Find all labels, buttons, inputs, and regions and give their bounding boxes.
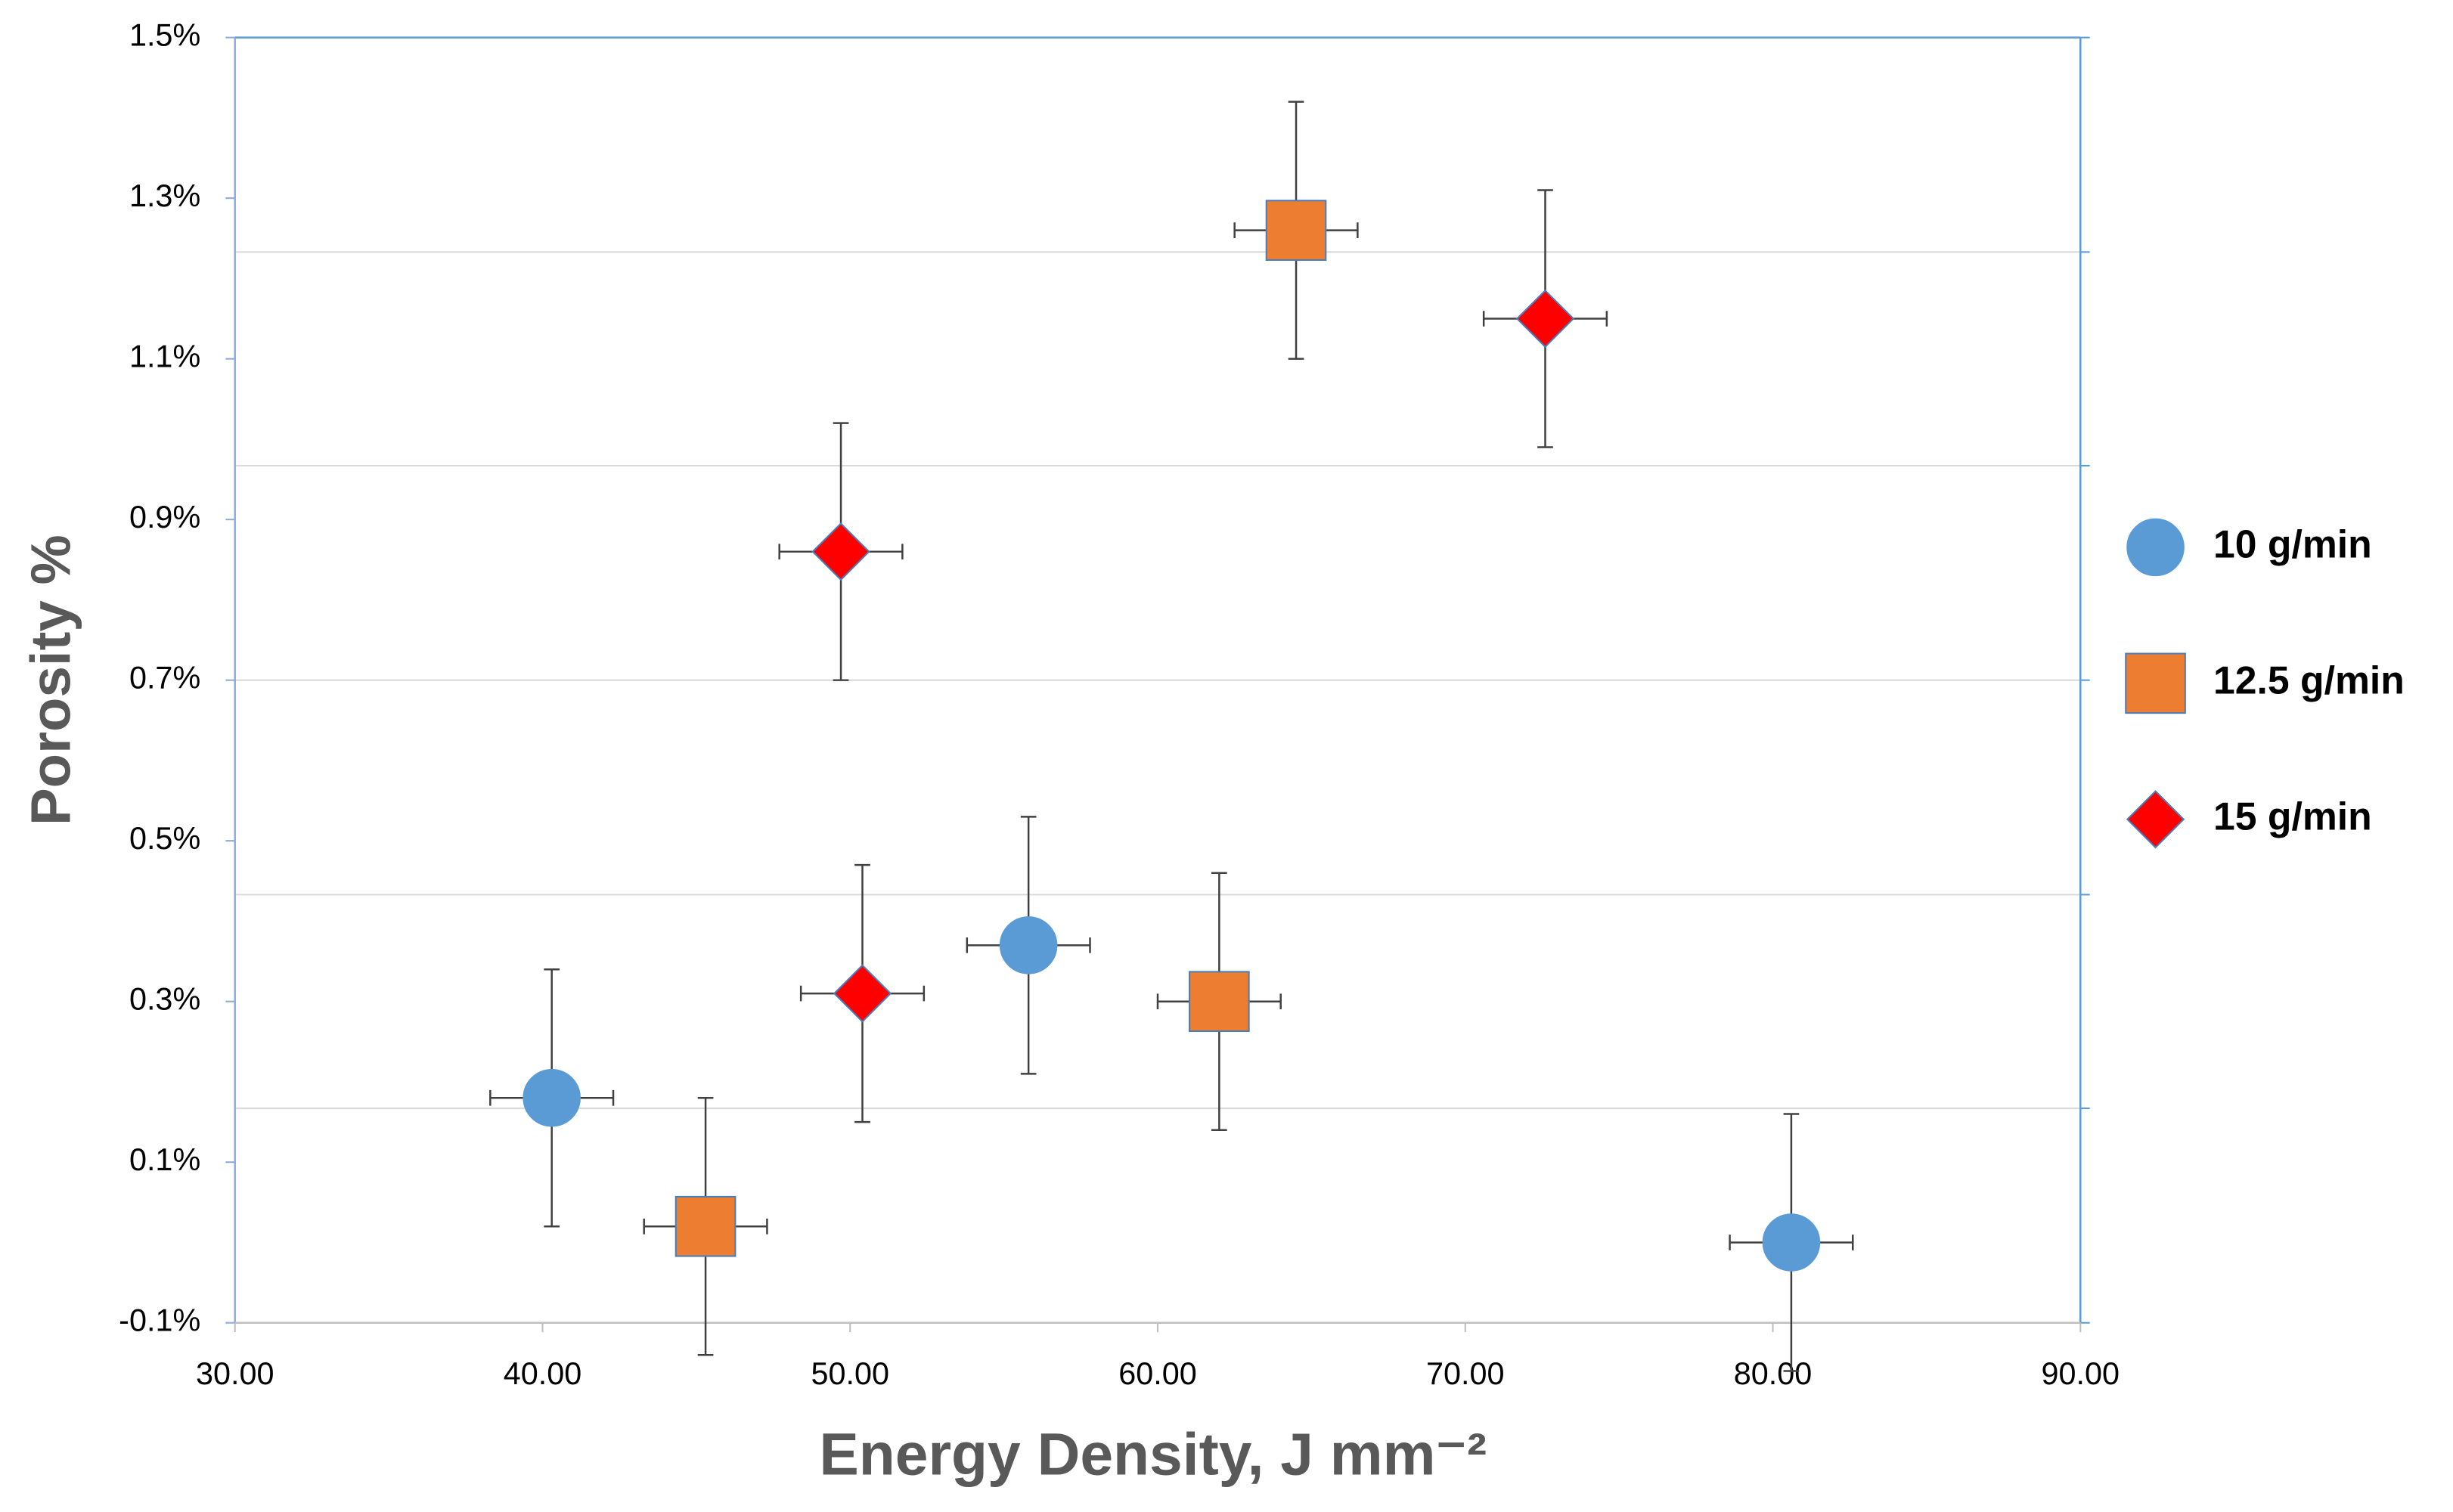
x-tick-label: 90.00	[2042, 1356, 2120, 1391]
y-tick-label: 1.3%	[129, 178, 200, 213]
data-point	[674, 1195, 737, 1257]
data-point	[833, 964, 892, 1023]
data-point	[1762, 1213, 1821, 1272]
legend-label: 12.5 g/min	[2213, 658, 2405, 702]
y-axis-title: Porosity %	[20, 534, 82, 826]
legend-label: 10 g/min	[2213, 522, 2372, 566]
y-tick-label: 0.1%	[129, 1142, 200, 1177]
data-point	[1265, 200, 1327, 261]
y-tick-label: 0.3%	[129, 982, 200, 1017]
legend-marker	[2125, 652, 2186, 714]
x-tick-label: 70.00	[1426, 1356, 1504, 1391]
legend-marker	[2126, 518, 2185, 577]
data-point	[1515, 289, 1575, 349]
x-tick-label: 80.00	[1734, 1356, 1813, 1391]
x-axis-title: Energy Density, J mm⁻²	[819, 1421, 1487, 1487]
y-tick-label: 1.5%	[129, 18, 200, 53]
x-tick-label: 40.00	[504, 1356, 582, 1391]
y-tick-label: 0.9%	[129, 500, 200, 534]
x-tick-label: 60.00	[1118, 1356, 1196, 1391]
x-tick-label: 30.00	[196, 1356, 274, 1391]
y-tick-label: -0.1%	[119, 1303, 200, 1338]
x-tick-label: 50.00	[811, 1356, 889, 1391]
data-point	[811, 522, 870, 581]
data-point	[523, 1068, 581, 1127]
data-point	[999, 916, 1058, 974]
y-tick-label: 1.1%	[129, 339, 200, 374]
legend-marker	[2126, 790, 2185, 849]
y-tick-label: 0.7%	[129, 661, 200, 696]
data-point	[1189, 971, 1250, 1033]
y-tick-label: 0.5%	[129, 821, 200, 856]
legend-label: 15 g/min	[2213, 794, 2372, 838]
